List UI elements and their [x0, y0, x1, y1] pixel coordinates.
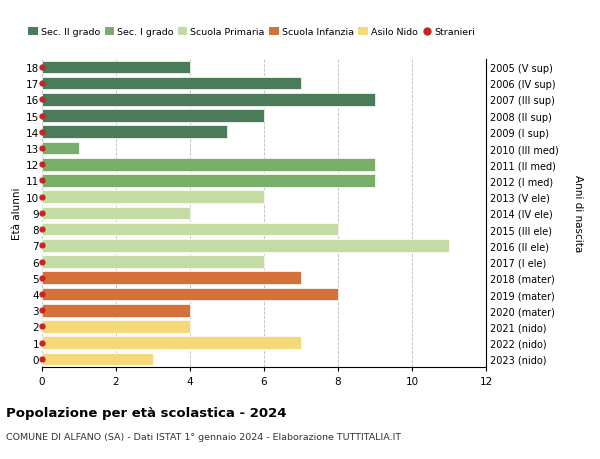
- Bar: [42, 256, 264, 269]
- Bar: [42, 191, 264, 203]
- Text: COMUNE DI ALFANO (SA) - Dati ISTAT 1° gennaio 2024 - Elaborazione TUTTITALIA.IT: COMUNE DI ALFANO (SA) - Dati ISTAT 1° ge…: [6, 432, 401, 442]
- Bar: [42, 158, 375, 171]
- Legend: Sec. II grado, Sec. I grado, Scuola Primaria, Scuola Infanzia, Asilo Nido, Stran: Sec. II grado, Sec. I grado, Scuola Prim…: [25, 24, 479, 41]
- Bar: [42, 272, 301, 285]
- Bar: [42, 142, 79, 155]
- Bar: [42, 110, 264, 123]
- Bar: [42, 304, 190, 317]
- Bar: [42, 240, 449, 252]
- Bar: [42, 78, 301, 90]
- Bar: [42, 288, 338, 301]
- Bar: [42, 353, 153, 365]
- Bar: [42, 126, 227, 139]
- Bar: [42, 320, 190, 333]
- Bar: [42, 207, 190, 220]
- Bar: [42, 175, 375, 187]
- Y-axis label: Anni di nascita: Anni di nascita: [573, 175, 583, 252]
- Text: Popolazione per età scolastica - 2024: Popolazione per età scolastica - 2024: [6, 406, 287, 419]
- Bar: [42, 94, 375, 106]
- Bar: [42, 224, 338, 236]
- Y-axis label: Età alunni: Età alunni: [12, 187, 22, 240]
- Bar: [42, 336, 301, 349]
- Bar: [42, 62, 190, 74]
